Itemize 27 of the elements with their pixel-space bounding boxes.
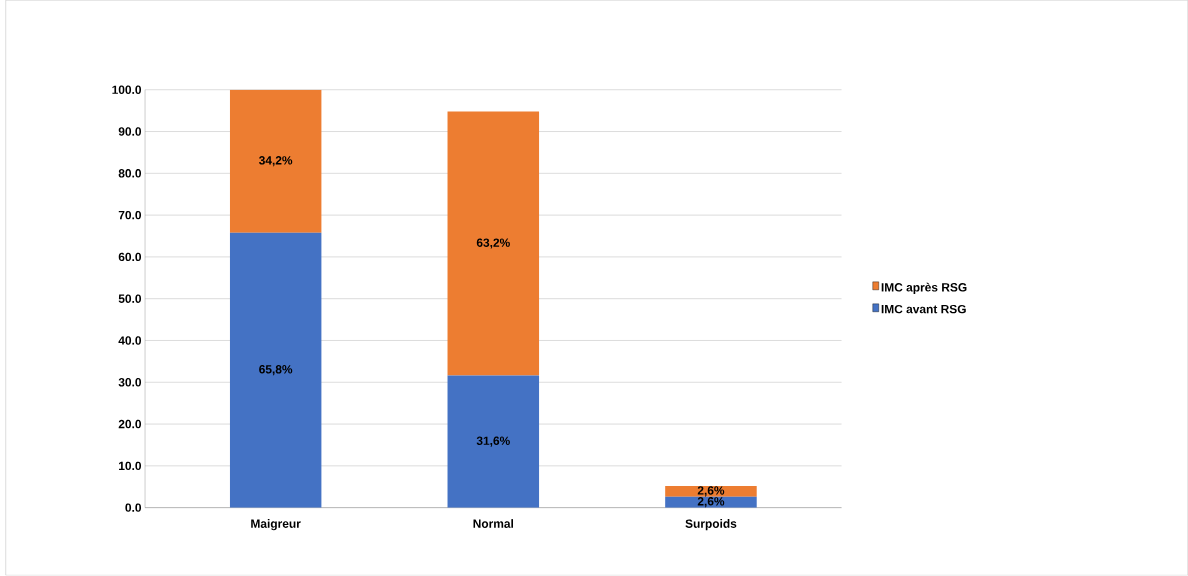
x-tick-label: Normal <box>473 519 513 529</box>
bar <box>447 375 540 508</box>
data-label: 34,2% <box>258 156 293 167</box>
y-tick-label: 10.0 <box>119 461 142 471</box>
data-label: 31,6% <box>476 436 510 447</box>
y-tick-label: 60.0 <box>118 252 142 262</box>
data-label: 2,6% <box>697 497 725 508</box>
bar <box>447 111 540 376</box>
x-tick-label: Maigreur <box>251 519 301 531</box>
y-tick-label: 90.0 <box>118 127 142 136</box>
data-label: 2,6% <box>697 486 725 497</box>
y-tick-label: 20.0 <box>118 420 142 429</box>
x-tick-label: Surpoids <box>685 519 737 531</box>
y-tick-label: 40.0 <box>118 336 142 345</box>
bar <box>229 89 322 233</box>
legend-label: IMC avant RSG <box>881 305 966 314</box>
y-tick-label: 100.0 <box>112 85 142 95</box>
y-tick-label: 0.0 <box>125 503 142 513</box>
bar <box>229 232 322 508</box>
y-tick-label: 80.0 <box>118 169 142 178</box>
legend-label: IMC après RSG <box>881 282 967 295</box>
data-label: 65,8% <box>259 365 293 376</box>
y-tick-label: 70.0 <box>118 211 142 220</box>
bar <box>665 486 757 498</box>
data-label: 63,2% <box>476 238 510 249</box>
y-tick-label: 50.0 <box>118 294 142 304</box>
y-tick-label: 30.0 <box>118 378 142 387</box>
